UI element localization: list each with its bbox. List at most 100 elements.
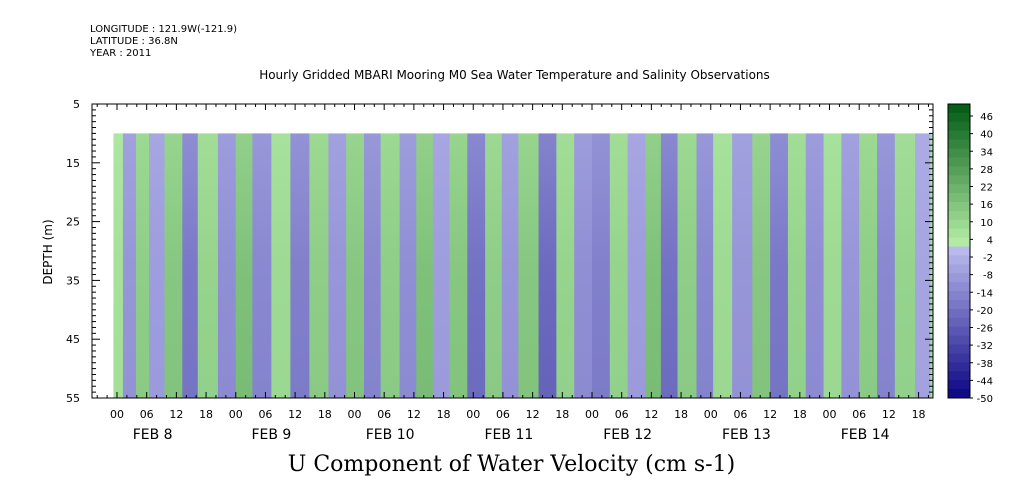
colorbar-swatch [948, 104, 970, 114]
colorbar-swatch [948, 228, 970, 239]
x-hour-label: 06 [733, 408, 747, 421]
y-tick-label: 25 [66, 216, 80, 229]
colorbar-swatch [948, 380, 970, 390]
colorbar-swatch [948, 300, 970, 310]
y-tick-label: 15 [66, 157, 80, 170]
y-tick-label: 5 [73, 98, 80, 111]
heatmap-band [627, 133, 646, 398]
colorbar-swatch [948, 237, 970, 248]
colorbar-frame [947, 103, 971, 399]
x-hour-label: 06 [496, 408, 510, 421]
x-hour-label: 06 [852, 408, 866, 421]
colorbar-label: 10 [980, 218, 993, 229]
x-hour-label: 12 [644, 408, 658, 421]
x-hour-label: 12 [882, 408, 896, 421]
x-day-label: FEB 9 [251, 427, 291, 443]
colorbar-swatch [948, 371, 970, 381]
y-tick-label: 45 [66, 333, 80, 346]
colorbar-label: -20 [977, 306, 993, 317]
x-day-label: FEB 13 [722, 427, 771, 443]
heatmap-band [328, 133, 347, 398]
colorbar-label: -38 [977, 359, 993, 370]
x-hour-label: 00 [229, 408, 243, 421]
heatmap-band [380, 133, 401, 398]
colorbar-swatch [948, 130, 970, 141]
colorbar-swatch [948, 326, 970, 337]
colorbar-label: 22 [980, 183, 993, 194]
heatmap-band [538, 133, 557, 398]
x-day-label: FEB 11 [484, 427, 533, 443]
colorbar-swatch [948, 344, 970, 354]
x-day-label: FEB 10 [366, 427, 415, 443]
x-day-label: FEB 8 [133, 427, 173, 443]
colorbar-swatch [948, 121, 970, 132]
heatmap-band [122, 133, 137, 398]
x-hour-label: 00 [466, 408, 480, 421]
heatmap-band [713, 133, 733, 398]
x-axis: 00 06 12 18 00 06 12 18 00 06 12 18 00 06 12 18 00 06 12 18… [96, 104, 929, 443]
colorbar: 46 40 34 28 22 16 10 4 -2 -8 -14 -20 -26 -32 -38 -44 -50 [947, 103, 993, 405]
colorbar-label: 16 [980, 200, 993, 211]
heatmap-band [432, 133, 450, 398]
x-hour-label: 18 [199, 408, 213, 421]
heatmap-band [271, 133, 291, 398]
x-hour-label: 06 [140, 408, 154, 421]
heatmap-band [877, 133, 896, 398]
colorbar-label: 34 [980, 147, 993, 158]
heatmap-band [235, 133, 253, 398]
colorbar-label: 40 [980, 130, 993, 141]
heatmap-band [346, 133, 365, 398]
y-tick-label: 35 [66, 274, 80, 287]
x-hour-label: 12 [407, 408, 421, 421]
heatmap-band [182, 133, 199, 398]
x-hour-label: 18 [912, 408, 926, 421]
colorbar-label: -14 [977, 288, 993, 299]
chart-title: Hourly Gridded MBARI Mooring M0 Sea Wate… [259, 68, 770, 82]
colorbar-swatch [948, 210, 970, 221]
heatmap-band [149, 133, 165, 398]
x-hour-label: 06 [377, 408, 391, 421]
x-hour-label: 18 [793, 408, 807, 421]
colorbar-swatch [948, 317, 970, 328]
y-axis: 5 15 25 35 45 55 [66, 98, 933, 405]
heatmap-band [252, 133, 272, 398]
year-label: YEAR : 2011 [90, 48, 152, 59]
colorbar-label: -2 [983, 253, 993, 264]
colorbar-swatch [948, 246, 970, 256]
heatmap-band [309, 133, 329, 398]
colorbar-label: -32 [977, 341, 993, 352]
heatmap-band [894, 133, 916, 398]
heatmap-band [467, 133, 486, 398]
heatmap-band [416, 133, 434, 398]
heatmap-band [217, 133, 237, 398]
heatmap-band [574, 133, 593, 398]
heatmap-band [518, 133, 540, 398]
heatmap-band [449, 133, 468, 398]
heatmap-band [787, 133, 807, 398]
colorbar-swatch [948, 362, 970, 372]
colorbar-label: 28 [980, 165, 993, 176]
x-hour-label: 06 [615, 408, 629, 421]
colorbar-swatch [948, 291, 970, 301]
heatmap-band [752, 133, 771, 398]
x-axis-label: U Component of Water Velocity (cm s-1) [287, 452, 736, 477]
colorbar-label: 46 [980, 112, 993, 123]
colorbar-swatch [948, 139, 970, 150]
x-hour-label: 12 [169, 408, 183, 421]
heatmap-band [696, 133, 714, 398]
colorbar-swatch [948, 255, 970, 265]
x-hour-label: 00 [704, 408, 718, 421]
colorbar-swatch [948, 353, 970, 363]
heatmap-band [841, 133, 860, 398]
colorbar-label: -50 [977, 394, 993, 405]
mooring-metadata: LONGITUDE : 121.9W(-121.9) LATITUDE : 36… [90, 24, 237, 60]
heatmap-band [592, 133, 611, 398]
heatmap-band [197, 133, 219, 398]
colorbar-swatch [948, 335, 970, 346]
x-hour-label: 00 [348, 408, 362, 421]
x-hour-label: 00 [585, 408, 599, 421]
heatmap-band [364, 133, 382, 398]
colorbar-swatch [948, 184, 970, 194]
latitude-label: LATITUDE : 36.8N [90, 36, 178, 47]
